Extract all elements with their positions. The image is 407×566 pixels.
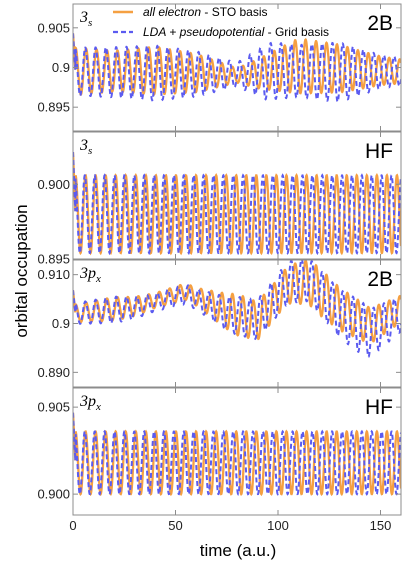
series-all-electron-panel-4 [73,412,401,497]
y-tick-label-panel-2-0: 0.895 [37,252,70,267]
orbital-label-panel-1: 3s [79,9,92,29]
y-tick-label-panel-1-2: 0.905 [37,20,70,35]
legend-entry-all-electron: all electron - STO basis [143,5,268,19]
legend-entry-all-electron-italic: all electron [143,5,201,19]
series-lda-pseudopotential-panel-2 [73,151,401,256]
series-lda-pseudopotential-panel-1 [73,33,401,103]
y-tick-label-panel-1-1: 0.9 [52,60,70,75]
orbital-label-base-panel-3: 3p [79,265,96,282]
orbital-label-base-panel-4: 3p [79,393,96,410]
orbital-label-sub-panel-1: s [88,17,92,29]
y-tick-label-panel-4-1: 0.905 [37,400,70,415]
panel-4: 0.900 0.905 0 50 100 150 3px HF [37,387,402,533]
orbital-label-panel-4: 3px [79,393,101,413]
orbital-label-sub-panel-2: s [88,145,92,157]
y-tick-label-panel-4-0: 0.900 [37,487,70,502]
panel-2: 0.895 0.900 3s HF [37,131,402,267]
orbital-label-base-panel-2: 3 [79,137,88,154]
panel-4-frame [72,387,402,516]
legend: all electron - STO basis LDA + pseudopot… [113,5,329,39]
y-tick-label-panel-3-1: 0.9 [52,316,70,331]
legend-entry-lda-italic: LDA + pseudopotential [143,25,265,39]
panel-3: 0.890 0.9 0.910 3px 2B [37,259,402,388]
series-lda-pseudopotential-panel-3 [73,260,401,358]
panel-1-frame [72,3,402,132]
method-tag-panel-3: 2B [367,268,393,291]
legend-entry-lda-rest: - Grid basis [264,25,329,39]
x-tick-label-0: 0 [69,518,76,533]
y-tick-label-panel-2-1: 0.900 [37,177,70,192]
x-tick-label-1: 50 [168,518,182,533]
series-all-electron-panel-3 [73,260,401,343]
y-axis-label: orbital occupation [12,204,31,337]
x-tick-label-2: 100 [267,518,289,533]
series-all-electron-panel-2 [73,151,401,256]
series-lda-pseudopotential-panel-4 [73,412,401,496]
x-axis-label: time (a.u.) [200,541,277,560]
legend-entry-all-electron-rest: - STO basis [201,5,267,19]
orbital-label-panel-3: 3px [79,265,101,285]
orbital-label-panel-2: 3s [79,137,92,157]
x-tick-label-3: 150 [370,518,392,533]
panel-2-frame [72,131,402,260]
method-tag-panel-4: HF [365,396,393,419]
y-tick-label-panel-3-2: 0.910 [37,267,70,282]
y-tick-label-panel-1-0: 0.895 [37,100,70,115]
orbital-label-sub-panel-4: x [95,401,101,413]
orbital-label-base-panel-1: 3 [79,9,88,26]
method-tag-panel-2: HF [365,140,393,163]
orbital-label-sub-panel-3: x [95,273,101,285]
legend-entry-lda: LDA + pseudopotential - Grid basis [143,25,329,39]
y-tick-label-panel-3-0: 0.890 [37,365,70,380]
method-tag-panel-1: 2B [367,12,393,35]
panel-1: 0.895 0.9 0.905 3s 2B [37,3,402,132]
